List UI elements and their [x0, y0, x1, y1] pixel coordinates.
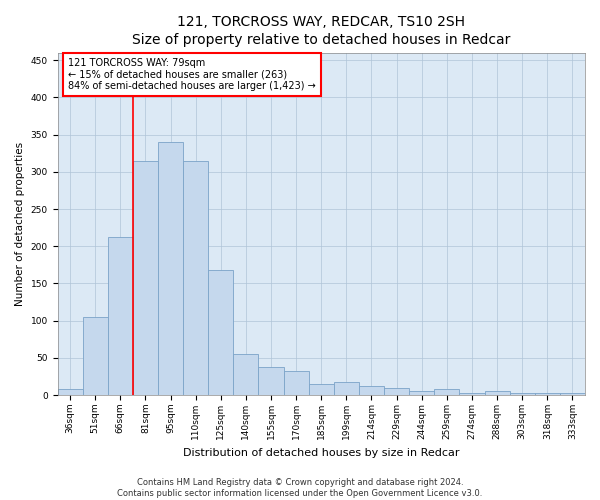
Bar [133, 160, 158, 395]
Bar [284, 372, 309, 395]
Bar [334, 382, 359, 395]
Title: 121, TORCROSS WAY, REDCAR, TS10 2SH
Size of property relative to detached houses: 121, TORCROSS WAY, REDCAR, TS10 2SH Size… [132, 15, 511, 48]
Bar [384, 388, 409, 395]
Bar [485, 392, 509, 395]
Bar [183, 160, 208, 395]
Bar [108, 238, 133, 395]
Bar [560, 393, 585, 395]
Bar [58, 389, 83, 395]
Bar [509, 393, 535, 395]
Bar [460, 393, 485, 395]
Bar [309, 384, 334, 395]
Bar [409, 392, 434, 395]
Bar [259, 367, 284, 395]
Bar [83, 317, 108, 395]
Bar [158, 142, 183, 395]
Bar [208, 270, 233, 395]
Bar [434, 389, 460, 395]
Y-axis label: Number of detached properties: Number of detached properties [15, 142, 25, 306]
Bar [535, 393, 560, 395]
Bar [359, 386, 384, 395]
Text: 121 TORCROSS WAY: 79sqm
← 15% of detached houses are smaller (263)
84% of semi-d: 121 TORCROSS WAY: 79sqm ← 15% of detache… [68, 58, 316, 91]
Text: Contains HM Land Registry data © Crown copyright and database right 2024.
Contai: Contains HM Land Registry data © Crown c… [118, 478, 482, 498]
X-axis label: Distribution of detached houses by size in Redcar: Distribution of detached houses by size … [183, 448, 460, 458]
Bar [233, 354, 259, 395]
